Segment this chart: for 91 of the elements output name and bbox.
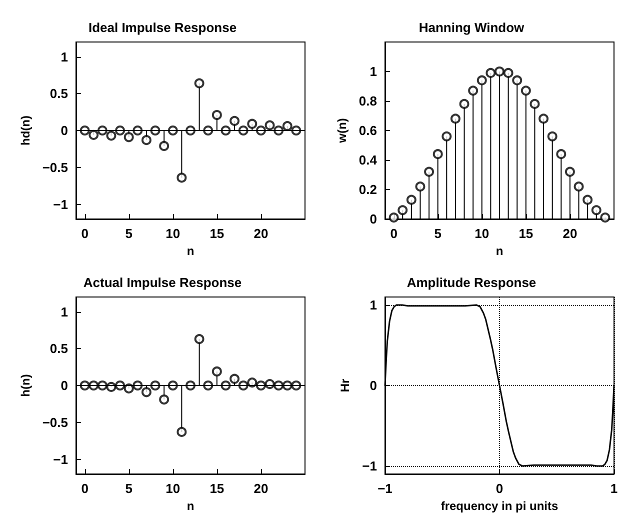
point bbox=[159, 140, 170, 151]
x-axis-title: n bbox=[496, 244, 504, 258]
point bbox=[194, 334, 204, 344]
y-tick-label: 0 bbox=[370, 378, 377, 393]
y-tick-label: 1 bbox=[60, 49, 68, 64]
x-tick-label: 15 bbox=[518, 226, 534, 241]
point bbox=[282, 121, 292, 132]
x-tick-label: 0 bbox=[81, 226, 88, 241]
point bbox=[459, 98, 470, 109]
y-axis-title: Hr bbox=[338, 378, 352, 392]
point bbox=[398, 205, 408, 216]
point bbox=[512, 75, 522, 86]
y-tick-label: −1 bbox=[53, 452, 68, 467]
point bbox=[547, 131, 558, 142]
x-tick-label: 10 bbox=[474, 226, 490, 241]
point bbox=[264, 120, 275, 130]
y-tick-label: −0.5 bbox=[42, 160, 68, 175]
x-tick-label: 10 bbox=[166, 226, 180, 241]
y-tick-label: −1 bbox=[362, 458, 377, 474]
chart-title: Ideal Impulse Response bbox=[88, 20, 237, 35]
point bbox=[415, 182, 426, 192]
y-tick-label: 0.6 bbox=[358, 123, 377, 138]
point bbox=[442, 131, 452, 142]
point bbox=[582, 194, 593, 205]
point bbox=[450, 114, 460, 124]
point bbox=[591, 205, 602, 216]
y-tick-label: 0 bbox=[60, 378, 68, 393]
point bbox=[476, 75, 487, 86]
x-tick-label: 20 bbox=[562, 226, 578, 241]
x-tick-label: 0 bbox=[496, 481, 504, 496]
point bbox=[538, 114, 549, 124]
point bbox=[141, 135, 152, 146]
y-tick-label: 0.8 bbox=[358, 94, 377, 108]
y-tick-label: 0.5 bbox=[50, 341, 68, 356]
point bbox=[176, 426, 187, 437]
y-tick-label: 0.2 bbox=[358, 182, 377, 197]
point bbox=[468, 86, 478, 96]
point bbox=[406, 194, 416, 205]
x-tick-label: 1 bbox=[610, 481, 618, 496]
y-tick-label: 0 bbox=[370, 212, 377, 226]
x-tick-label: 0 bbox=[390, 226, 398, 241]
x-tick-label: 20 bbox=[254, 226, 268, 241]
point bbox=[230, 116, 240, 126]
point bbox=[600, 212, 610, 223]
x-tick-label: 10 bbox=[166, 481, 180, 496]
point bbox=[424, 166, 434, 177]
point bbox=[194, 78, 204, 88]
point bbox=[124, 132, 134, 142]
point bbox=[432, 149, 443, 160]
point bbox=[247, 118, 258, 129]
x-tick-label: 5 bbox=[434, 226, 442, 241]
x-tick-label: 20 bbox=[254, 481, 268, 496]
x-tick-label: 5 bbox=[125, 481, 132, 496]
point bbox=[494, 66, 504, 76]
y-tick-label: 0.4 bbox=[358, 152, 378, 168]
y-tick-label: 1 bbox=[370, 298, 377, 313]
y-tick-label: 0 bbox=[60, 123, 68, 138]
x-tick-label: 15 bbox=[210, 481, 224, 496]
point bbox=[176, 172, 187, 183]
point bbox=[520, 86, 531, 96]
x-axis-title: n bbox=[186, 498, 194, 513]
point bbox=[574, 182, 584, 192]
y-tick-label: −0.5 bbox=[42, 414, 68, 430]
point bbox=[503, 68, 514, 78]
chart-title: Hanning Window bbox=[418, 20, 526, 35]
y-tick-label: 0.5 bbox=[50, 86, 68, 102]
y-axis-title: h(n) bbox=[18, 374, 32, 397]
point bbox=[106, 130, 116, 141]
x-axis-title: n bbox=[186, 244, 194, 258]
chart-title: Amplitude Response bbox=[406, 275, 536, 290]
y-axis-title: w(n) bbox=[335, 118, 350, 144]
point bbox=[212, 110, 222, 120]
x-axis-title: frequency in pi units bbox=[440, 498, 558, 513]
point bbox=[159, 394, 170, 405]
x-tick-label: 15 bbox=[210, 226, 224, 241]
y-tick-label: 1 bbox=[60, 304, 68, 320]
point bbox=[141, 387, 152, 398]
point bbox=[212, 366, 222, 376]
x-tick-label: 0 bbox=[81, 481, 88, 496]
point bbox=[556, 149, 566, 160]
point bbox=[230, 374, 240, 384]
point bbox=[88, 130, 99, 140]
point bbox=[486, 68, 496, 78]
y-axis-title: hd(n) bbox=[18, 116, 32, 146]
x-tick-label: 5 bbox=[125, 226, 132, 241]
point bbox=[530, 98, 540, 109]
point bbox=[564, 166, 575, 177]
chart-title: Actual Impulse Response bbox=[83, 275, 242, 290]
point bbox=[388, 212, 399, 223]
y-tick-label: 1 bbox=[370, 64, 377, 79]
y-tick-label: −1 bbox=[53, 196, 68, 212]
